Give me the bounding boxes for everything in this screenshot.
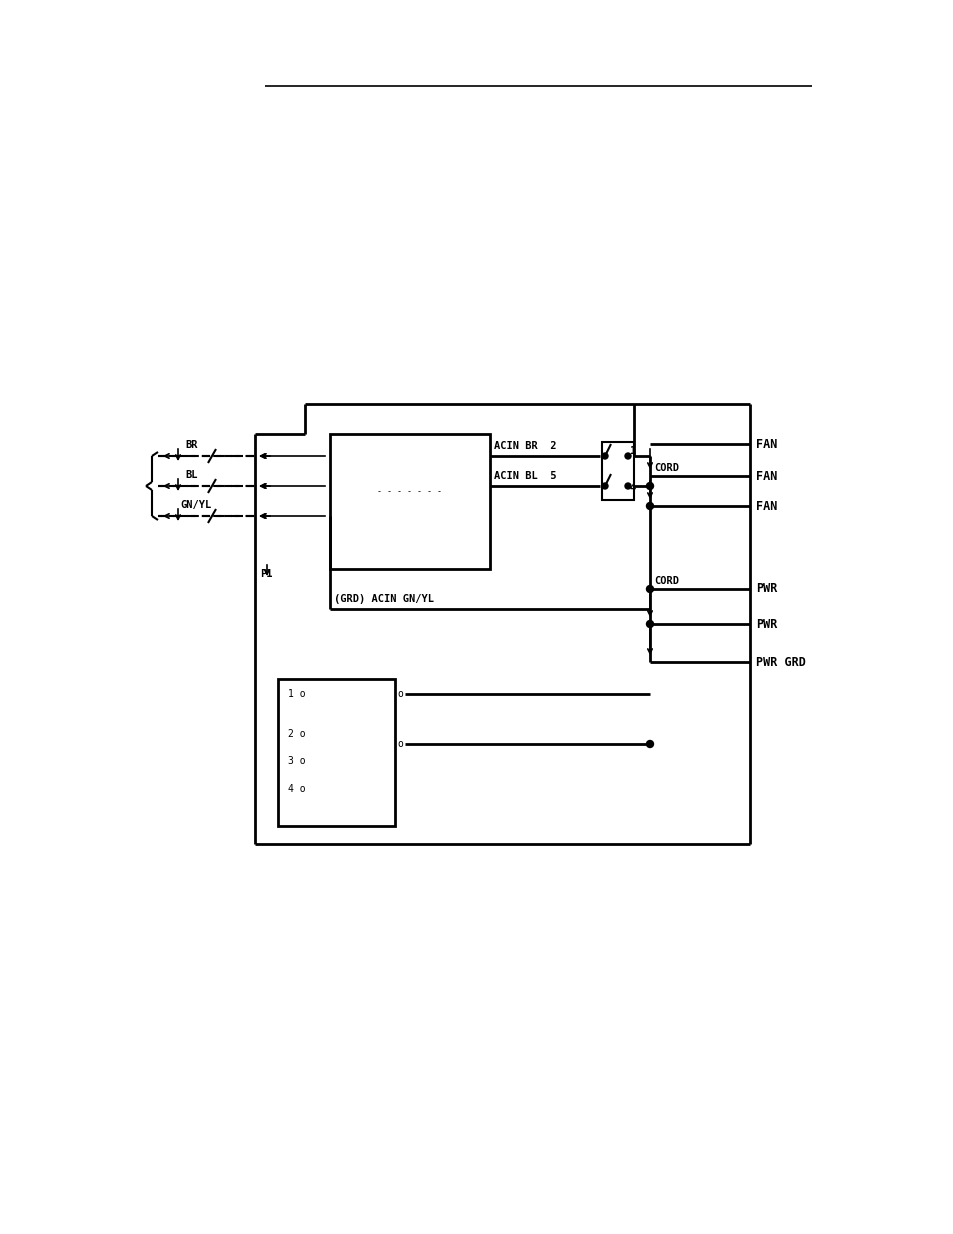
Text: o: o	[396, 689, 402, 698]
Text: o: o	[396, 739, 402, 749]
Circle shape	[624, 453, 630, 459]
Circle shape	[646, 502, 653, 510]
Text: (GRD) ACIN GN/YL: (GRD) ACIN GN/YL	[334, 594, 434, 603]
Text: - - - - - - -: - - - - - - -	[377, 487, 442, 496]
Bar	[330, 434, 490, 569]
Text: FAN: FAN	[755, 469, 777, 482]
Circle shape	[646, 585, 653, 592]
Text: ACIN BR  2: ACIN BR 2	[494, 441, 556, 450]
Text: CORD: CORD	[654, 463, 679, 473]
Text: 3 o: 3 o	[288, 756, 305, 766]
Text: GN/YL: GN/YL	[180, 500, 211, 510]
Text: FAN: FAN	[755, 438, 777, 450]
Bar	[601, 442, 634, 500]
Circle shape	[601, 482, 607, 489]
Text: CORD: CORD	[654, 576, 679, 586]
Circle shape	[646, 740, 653, 748]
Text: 1: 1	[629, 445, 636, 457]
Text: P1: P1	[260, 569, 273, 579]
Circle shape	[646, 621, 653, 628]
Circle shape	[601, 453, 607, 459]
Bar	[277, 679, 395, 826]
Text: BR: BR	[185, 441, 197, 450]
Text: PWR GRD: PWR GRD	[755, 655, 805, 669]
Circle shape	[646, 482, 653, 490]
Text: PWR: PWR	[755, 582, 777, 596]
Text: 1 o: 1 o	[288, 689, 305, 698]
Text: BL: BL	[185, 470, 197, 480]
Text: 4 o: 4 o	[288, 784, 305, 793]
Text: 2 o: 2 o	[288, 729, 305, 739]
Text: ACIN BL  5: ACIN BL 5	[494, 471, 556, 481]
Text: 4: 4	[629, 482, 636, 494]
Text: PWR: PWR	[755, 617, 777, 631]
Text: FAN: FAN	[755, 500, 777, 512]
Circle shape	[624, 482, 630, 489]
